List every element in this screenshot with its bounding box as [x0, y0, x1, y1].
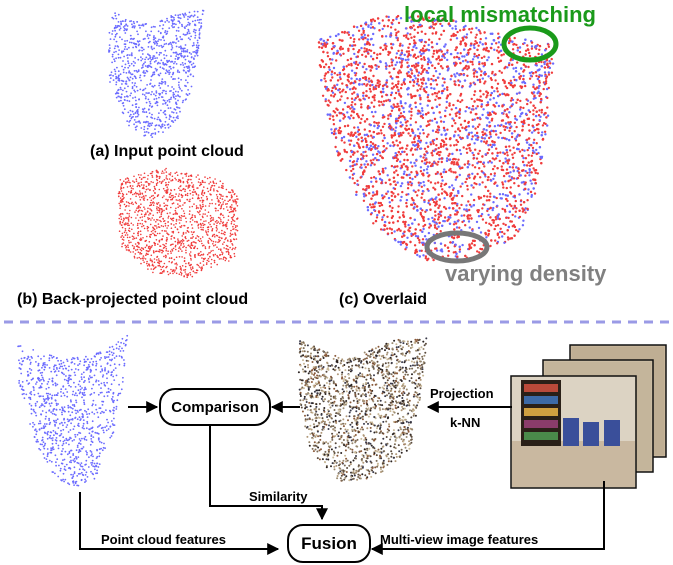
input-point-cloud-image-bottom	[17, 334, 129, 487]
multiview-features-label: Multi-view image features	[380, 532, 538, 547]
local-mismatching-ellipse	[501, 25, 559, 63]
overlaid-point-cloud-image	[317, 14, 555, 262]
local-mismatching-label: local mismatching	[404, 2, 596, 27]
varying-density-ellipse	[424, 230, 490, 264]
similarity-label: Similarity	[249, 489, 308, 504]
caption-input-point-cloud: (a) Input point cloud	[90, 143, 244, 160]
comparison-box: Comparison	[159, 388, 271, 426]
varying-density-label: varying density	[445, 261, 607, 286]
point-cloud-features-label: Point cloud features	[101, 532, 226, 547]
fusion-box: Fusion	[287, 524, 371, 563]
multiview-images	[510, 344, 667, 489]
knn-label: k-NN	[450, 415, 480, 430]
pipeline-arrows	[79, 401, 605, 555]
caption-overlaid: (c) Overlaid	[339, 291, 428, 308]
projection-label: Projection	[430, 386, 494, 401]
room-photo	[510, 375, 637, 489]
backprojected-point-cloud-image	[117, 167, 239, 279]
input-point-cloud-image	[108, 9, 205, 139]
colored-point-cloud-image	[297, 337, 428, 482]
caption-backprojected-point-cloud: (b) Back-projected point cloud	[17, 291, 249, 308]
